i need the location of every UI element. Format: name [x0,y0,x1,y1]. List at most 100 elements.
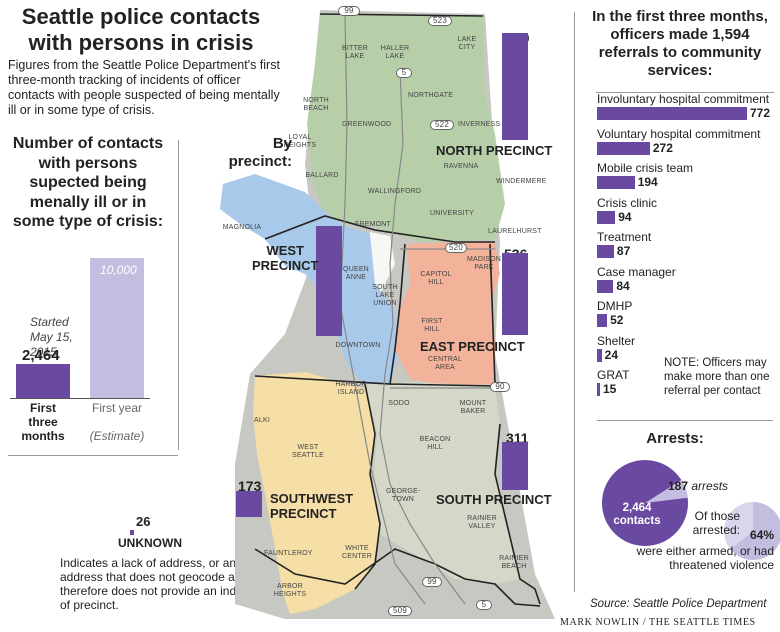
west-name-1: WEST [266,243,304,258]
hwy-520-shield: 520 [445,243,467,253]
hwy-509-shield: 509 [388,606,412,616]
divider-arrests [597,420,773,421]
page-title: Seattle police contacts with persons in … [21,4,261,55]
unknown-label: UNKNOWN [118,536,182,550]
west-precinct-label: WEST PRECINCT [252,243,318,273]
divider-left-horizontal [8,455,178,456]
nbhd-west-seattle: WEST SEATTLE [291,444,324,459]
arrests-text: arrests [691,479,729,493]
bar1-value: 2,464 [22,347,60,364]
armed-pie-slice [730,502,780,560]
hwy-5-shield-north: 5 [396,68,412,78]
hwy-99-shield-south: 99 [422,577,442,587]
interstate-5-line [379,68,466,605]
east-precinct-label: EAST PRECINCT [420,339,525,354]
referrals-chart: Involuntary hospital commitment 772 Volunt… [597,92,775,402]
nbhd-windermere: WINDERMERE [496,178,547,185]
nbhd-ravenna: RAVENNA [443,163,479,170]
referral-label: Involuntary hospital commitment [597,92,770,106]
intro-text: Figures from the Seattle Police Departme… [8,58,280,117]
puget-sound-water [215,244,255,384]
nbhd-beacon-hill: BEACON HILL [419,436,451,451]
referral-bar [597,245,614,258]
hwy-522-shield: 522 [430,120,454,130]
started-text: Started May 15, 2015 [30,315,73,359]
armed-pie [724,502,780,560]
bar2-label: First year [91,401,142,415]
referral-label: Mobile crisis team [597,161,694,175]
bars-baseline [10,398,150,399]
divider-left-vertical [178,140,179,450]
south-precinct-area [365,382,520,584]
nbhd-rainier-beach: RAINIER BEACH [499,555,529,570]
nbhd-georgetown: GEORGE-TOWN [386,488,421,503]
nbhd-madison-park: MADISON PARK [466,256,502,271]
referral-value: 24 [604,347,619,362]
nbhd-laurelhurst: LAURELHURST [488,228,542,235]
nbhd-white-center: WHITE CENTER [342,545,372,560]
by-precinct-label: By precinct: [228,135,292,170]
north-precinct-bar [502,33,528,140]
contacts-text: contacts [613,515,661,527]
referral-bar [597,176,635,189]
contacts-value: 2,464 [622,502,652,514]
referral-bar [597,141,650,155]
nbhd-northgate: NORTHGATE [408,92,454,99]
referral-bar [597,279,614,293]
referral-value: 87 [616,244,631,258]
referral-label: Shelter [597,333,636,348]
nbhd-sodo: SODO [388,400,410,407]
referral-bar [597,107,747,120]
referral-value: 15 [603,382,617,396]
bar1-label: First three months [21,401,65,443]
unknown-value: 26 [136,514,151,529]
hwy-523-shield: 523 [428,16,452,26]
referrals-rule [596,92,774,93]
referral-value: 772 [750,106,771,120]
nbhd-inverness: INVERNESS [458,121,501,128]
nbhd-alki: ALKI [254,417,270,424]
hwy-99-shield: 99 [338,6,360,16]
nbhd-south-lake-union: SOUTH LAKE UNION [372,284,398,307]
referral-label: GRAT [597,368,630,382]
credit-line: MARK NOWLIN / THE SEATTLE TIMES [560,617,756,628]
referral-label: Voluntary hospital commitment [597,126,761,141]
arrests-pie [602,460,688,546]
nbhd-mount-baker: MOUNT BAKER [459,400,487,415]
referral-bar [597,210,616,224]
nbhd-queen-anne: QUEEN ANNE [343,266,369,281]
southwest-name-2: PRECINCT [270,506,337,521]
nbhd-central-area: CENTRAL AREA [428,356,463,371]
southwest-precinct-bar [236,490,262,517]
nbhd-fauntleroy: FAUNTLEROY [264,550,313,557]
referral-bar [597,383,600,396]
nbhd-greenwood: GREENWOOD [342,121,392,128]
referral-value: 272 [652,140,673,155]
referral-bar [597,348,602,362]
east-precinct-bar [502,252,528,335]
nbhd-fremont: FREMONT [355,221,392,228]
southwest-value: 173 [238,478,262,494]
arrests-value: 187 [668,479,689,493]
nbhd-harbor-island: HARBOR ISLAND [335,381,367,396]
referrals-note: NOTE: Officers may make more than one re… [664,357,770,397]
highway-99-line [339,13,426,605]
referral-bar [597,314,608,327]
nbhd-arbor-heights: ARBOR HEIGHTS [273,583,307,598]
south-value: 311 [506,430,529,446]
referral-value: 94 [618,209,632,224]
nbhd-north-beach: NORTH BEACH [303,97,329,112]
nbhd-rainier-valley: RAINIER VALLEY [467,515,497,530]
arrests-heading: Arrests: [646,430,704,447]
nbhd-ballard: BALLARD [305,172,339,179]
referrals-heading: In the first three months, officers made… [592,8,768,79]
bar2-value: 10,000 [100,263,137,277]
nbhd-haller-lake: HALLER LAKE [380,45,410,60]
contacts-chart-heading: Number of contacts with persons supected… [12,135,164,230]
referral-label: Treatment [597,230,652,244]
arrests-callout: 187 arrests [668,479,728,493]
source-note: Source: Seattle Police Department [590,598,767,610]
nbhd-wallingford: WALLINGFORD [368,188,422,195]
west-name-2: PRECINCT [252,258,319,273]
nbhd-bitter-lake: BITTER LAKE [341,45,369,60]
